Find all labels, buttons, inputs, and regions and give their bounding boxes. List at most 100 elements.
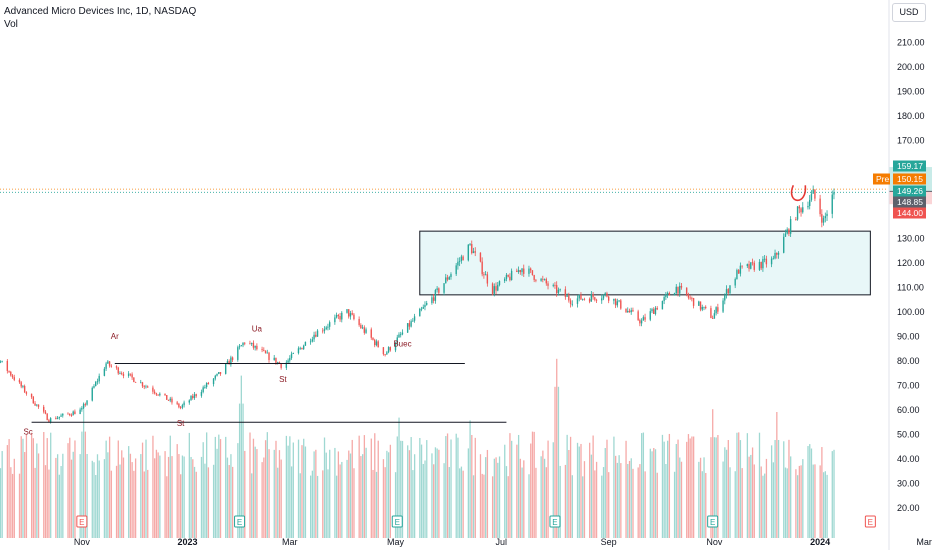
candle[interactable] — [0, 360, 2, 364]
candle[interactable] — [337, 313, 340, 320]
candle[interactable] — [127, 371, 130, 378]
earnings-marker[interactable]: E — [76, 515, 88, 528]
candle[interactable] — [497, 282, 499, 292]
candle[interactable] — [620, 299, 622, 310]
candle[interactable] — [252, 340, 255, 350]
candle[interactable] — [739, 262, 742, 277]
candle[interactable] — [424, 301, 426, 311]
candle[interactable] — [141, 381, 144, 388]
wyckoff-label[interactable]: St — [279, 375, 287, 384]
candle[interactable] — [207, 381, 210, 385]
candle[interactable] — [606, 291, 608, 298]
candle[interactable] — [349, 310, 352, 320]
candle[interactable] — [640, 318, 643, 327]
candle[interactable] — [322, 328, 324, 334]
candle[interactable] — [760, 261, 762, 271]
candle[interactable] — [169, 396, 171, 403]
wyckoff-label[interactable]: Ar — [111, 332, 119, 341]
candle[interactable] — [420, 306, 423, 312]
candle[interactable] — [602, 294, 605, 301]
candle[interactable] — [484, 271, 487, 276]
candle[interactable] — [346, 309, 348, 314]
candle[interactable] — [434, 288, 437, 304]
candle[interactable] — [214, 374, 216, 381]
candle[interactable] — [483, 272, 485, 279]
candle[interactable] — [462, 255, 464, 261]
candle[interactable] — [581, 298, 584, 301]
candle[interactable] — [810, 190, 813, 202]
candle[interactable] — [103, 366, 106, 377]
candle[interactable] — [493, 283, 495, 297]
candle[interactable] — [290, 351, 293, 360]
candle[interactable] — [503, 277, 506, 283]
candle[interactable] — [280, 363, 282, 370]
candle[interactable] — [607, 295, 610, 304]
candle[interactable] — [547, 281, 549, 290]
candle[interactable] — [796, 206, 799, 221]
candle[interactable] — [122, 371, 125, 379]
candle[interactable] — [44, 410, 47, 415]
candle[interactable] — [72, 410, 74, 416]
candle[interactable] — [167, 399, 170, 401]
candle[interactable] — [531, 270, 534, 276]
candle[interactable] — [230, 355, 232, 367]
candle[interactable] — [814, 189, 816, 202]
candle[interactable] — [82, 402, 85, 409]
candle[interactable] — [238, 343, 241, 350]
candle[interactable] — [625, 308, 627, 313]
candle[interactable] — [772, 255, 775, 260]
candle[interactable] — [689, 295, 691, 300]
hand-drawn-mark[interactable] — [790, 184, 807, 202]
candle[interactable] — [219, 371, 222, 376]
candle[interactable] — [777, 251, 780, 259]
price-tag[interactable]: 149.26 — [893, 185, 926, 197]
candle[interactable] — [727, 288, 729, 296]
candle[interactable] — [713, 309, 716, 319]
candle[interactable] — [644, 313, 646, 323]
candle[interactable] — [590, 291, 593, 302]
candle[interactable] — [675, 284, 677, 294]
candle[interactable] — [784, 229, 787, 237]
candle[interactable] — [554, 282, 556, 289]
candle[interactable] — [91, 386, 93, 402]
candle[interactable] — [8, 370, 10, 374]
candle[interactable] — [335, 312, 338, 319]
candle[interactable] — [287, 358, 289, 364]
candle[interactable] — [762, 256, 764, 272]
candle[interactable] — [569, 298, 572, 308]
candle[interactable] — [458, 257, 461, 267]
candle[interactable] — [155, 392, 158, 396]
candle[interactable] — [555, 281, 558, 297]
candle[interactable] — [576, 295, 579, 308]
candle[interactable] — [389, 346, 392, 352]
candle[interactable] — [751, 258, 754, 266]
candle[interactable] — [431, 295, 433, 305]
candle[interactable] — [666, 291, 669, 299]
candle[interactable] — [724, 293, 726, 305]
earnings-marker[interactable]: E — [549, 515, 561, 528]
candle[interactable] — [509, 273, 511, 282]
candle[interactable] — [679, 282, 681, 297]
candle[interactable] — [105, 361, 107, 372]
candle[interactable] — [348, 309, 350, 319]
candle[interactable] — [313, 331, 315, 343]
candle[interactable] — [316, 329, 319, 337]
candle[interactable] — [266, 349, 268, 354]
candle[interactable] — [22, 385, 24, 389]
candle[interactable] — [273, 354, 275, 361]
candle[interactable] — [117, 366, 119, 375]
candle[interactable] — [264, 350, 267, 354]
candle[interactable] — [826, 210, 828, 221]
candle[interactable] — [341, 311, 343, 323]
candle[interactable] — [517, 266, 520, 274]
candle[interactable] — [46, 413, 48, 421]
earnings-marker[interactable]: E — [391, 515, 403, 528]
candle[interactable] — [311, 336, 314, 343]
candle[interactable] — [107, 360, 109, 365]
candle[interactable] — [25, 391, 28, 396]
candle[interactable] — [495, 282, 497, 295]
candle[interactable] — [668, 291, 671, 296]
candle[interactable] — [36, 404, 38, 407]
candle[interactable] — [413, 313, 416, 323]
candle[interactable] — [656, 306, 658, 311]
